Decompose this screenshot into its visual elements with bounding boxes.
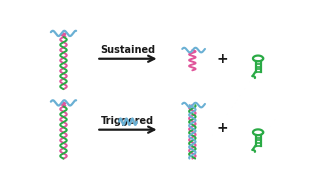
Text: +: + [217,52,229,66]
Text: Triggered: Triggered [101,116,155,126]
Text: +: + [217,121,229,135]
Text: Sustained: Sustained [100,45,156,55]
